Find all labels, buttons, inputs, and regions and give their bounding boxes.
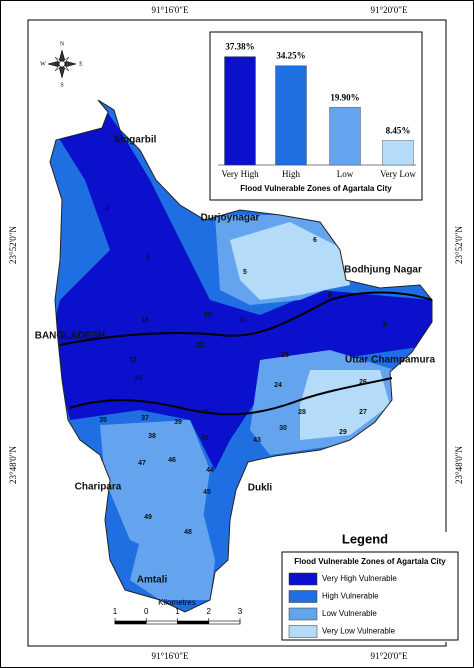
bar-value-label: 8.45% (386, 126, 411, 136)
coordinate-label: 23°52'0"N (8, 226, 18, 264)
ward-label: 45 (203, 489, 211, 496)
scale-tick-label: 0 (144, 607, 149, 616)
scale-tick-label: 2 (207, 607, 212, 616)
ward-label: 29 (339, 429, 347, 436)
legend-swatch (288, 625, 318, 638)
place-label: Charipara (75, 482, 122, 493)
bar-value-label: 34.25% (276, 51, 305, 61)
ward-label: 25 (281, 352, 289, 359)
ward-label: 5 (243, 269, 247, 276)
ward-label: 27 (359, 409, 367, 416)
compass-letter: E (79, 61, 83, 67)
zone-very-low (230, 222, 350, 300)
scale-tick-label: 1 (113, 607, 118, 616)
ward-label: 35 (99, 417, 107, 424)
ward-label: 41 (201, 435, 209, 442)
x-tick-label: Very High (221, 169, 259, 179)
scale-segment (208, 620, 241, 625)
river (69, 377, 393, 416)
bar-value-label: 37.38% (225, 42, 254, 52)
ward-label: 9 (383, 322, 387, 329)
ward-label: 28 (298, 409, 306, 416)
zone-low (130, 500, 215, 600)
bar (275, 65, 307, 166)
chart-title: Flood Vulnerable Zones of Agartala City (240, 184, 392, 193)
ward-label: 8 (328, 292, 332, 299)
legend-swatch (288, 607, 318, 621)
ward-label: 37 (141, 415, 149, 422)
scale-tick-label: 3 (238, 607, 243, 616)
legend-label: High Vulnerable (322, 592, 379, 601)
ward-label: 48 (184, 529, 192, 536)
compass: N S E W (40, 41, 83, 88)
ward-label: 44 (206, 467, 214, 474)
legend-label: Very High Vulnerable (322, 574, 397, 583)
coordinate-label: 91°16'0"E (152, 5, 189, 15)
ward-label: 16 (141, 317, 149, 324)
ward-label: 49 (144, 514, 152, 521)
x-tick-label: Very Low (380, 169, 416, 179)
coordinate-label: 23°52'0"N (454, 226, 464, 264)
ward-label: 40 (201, 409, 209, 416)
scale-tick-label: 1 (175, 607, 180, 616)
zone-very-low (300, 370, 390, 440)
ward-label: 26 (359, 379, 367, 386)
ward-label: 6 (313, 237, 317, 244)
place-label: Uttar Champamura (345, 355, 435, 366)
ward-label: 43 (253, 437, 261, 444)
legend-label: Very Low Vulnerable (322, 627, 396, 636)
x-tick-label: Low (337, 169, 354, 179)
legend-label: Low Vulnerable (322, 609, 377, 618)
ward-label: 3 (146, 255, 150, 262)
scale-segment (145, 620, 178, 625)
scale-segment (114, 620, 147, 625)
ward-label: 24 (274, 382, 282, 389)
place-label: Durjoynagar (201, 213, 260, 224)
coordinate-label: 23°48'0"N (454, 446, 464, 484)
ward-label: 22 (196, 342, 204, 349)
place-label: Dukli (248, 483, 273, 494)
bar (382, 140, 414, 166)
place-label: Amtali (137, 575, 168, 586)
scale-segment (177, 620, 210, 625)
compass-letter: S (60, 82, 63, 88)
coordinate-label: 91°20'0"E (371, 5, 408, 15)
coordinate-label: 91°20'0"E (371, 651, 408, 661)
compass-letter: N (60, 41, 65, 47)
ward-label: 11 (239, 317, 247, 324)
legend-swatch (288, 572, 318, 586)
scale-title: Kilometres (158, 598, 196, 607)
ward-label: 32 (129, 357, 137, 364)
place-label: Singarbil (114, 135, 157, 146)
legend-swatch (288, 590, 318, 603)
ward-label: 38 (148, 433, 156, 440)
coordinate-label: 23°48'0"N (8, 446, 18, 484)
x-tick-label: High (282, 169, 301, 179)
coordinate-label: 91°16'0"E (152, 651, 189, 661)
bar (329, 107, 361, 166)
ward-label: 33 (134, 375, 142, 382)
ward-label: 10 (204, 312, 212, 319)
ward-label: 47 (138, 460, 146, 467)
compass-letter: W (40, 61, 46, 67)
place-label: Bodhjung Nagar (344, 265, 422, 276)
place-label: BANGLADESH (35, 331, 106, 342)
bar-value-label: 19.90% (330, 92, 359, 102)
city-boundary (49, 99, 433, 613)
river (59, 291, 433, 346)
ward-label: 2 (105, 205, 109, 212)
ward-label: 46 (168, 457, 176, 464)
bar (224, 56, 256, 166)
ward-label: 39 (174, 419, 182, 426)
zone-very-high (50, 100, 432, 470)
legend-title: Legend (342, 531, 388, 546)
legend-subtitle: Flood Vulnerable Zones of Agartala City (294, 557, 446, 566)
ward-label: 30 (279, 425, 287, 432)
